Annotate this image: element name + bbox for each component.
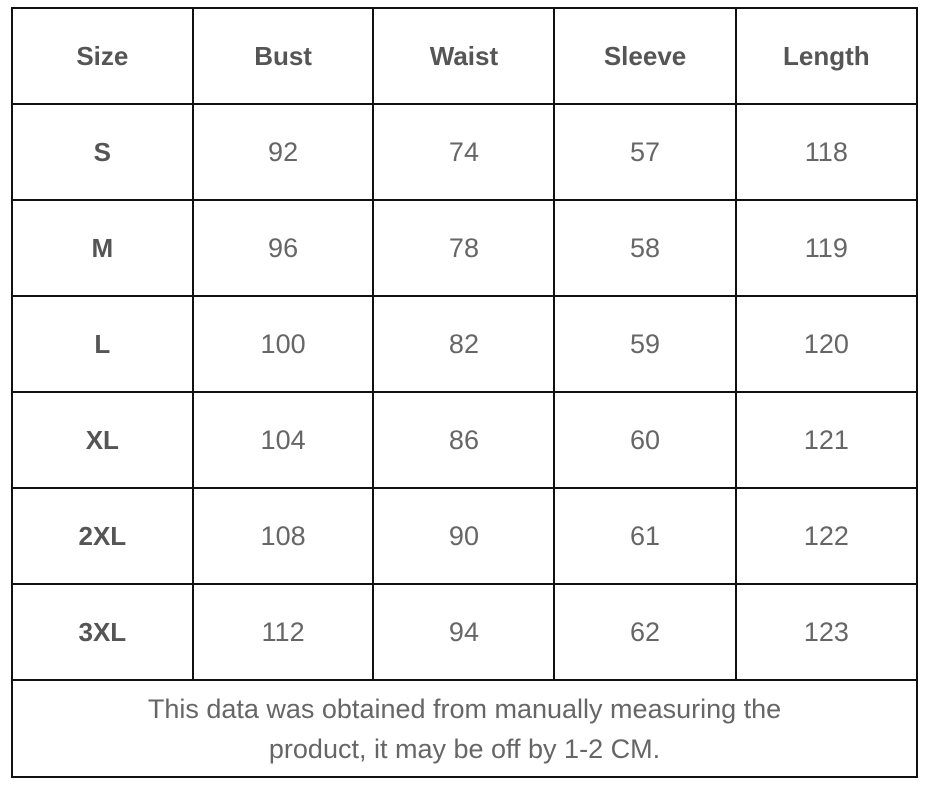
table-row: L 100 82 59 120 xyxy=(11,295,919,393)
cell-bust: 96 xyxy=(191,199,375,297)
cell-sleeve: 59 xyxy=(553,295,737,393)
note-line-1: This data was obtained from manually mea… xyxy=(147,693,782,724)
cell-waist: 78 xyxy=(372,199,556,297)
size-cell: 3XL xyxy=(11,583,194,681)
cell-length: 122 xyxy=(734,487,919,585)
table-row: XL 104 86 60 121 xyxy=(11,391,919,489)
cell-waist: 74 xyxy=(372,103,556,201)
cell-sleeve: 60 xyxy=(553,391,737,489)
cell-sleeve: 62 xyxy=(553,583,737,681)
cell-bust: 104 xyxy=(191,391,375,489)
cell-length: 121 xyxy=(734,391,919,489)
note-line-2: product, it may be off by 1-2 CM. xyxy=(268,733,661,764)
cell-length: 118 xyxy=(734,103,919,201)
cell-bust: 112 xyxy=(191,583,375,681)
column-header-waist: Waist xyxy=(372,7,556,105)
note-row: This data was obtained from manually mea… xyxy=(11,679,918,778)
cell-waist: 94 xyxy=(372,583,556,681)
cell-length: 119 xyxy=(734,199,919,297)
measurement-note: This data was obtained from manually mea… xyxy=(11,679,918,778)
column-header-length: Length xyxy=(734,7,919,105)
cell-length: 123 xyxy=(734,583,919,681)
cell-bust: 100 xyxy=(191,295,375,393)
cell-length: 120 xyxy=(734,295,919,393)
table-row: 3XL 112 94 62 123 xyxy=(11,583,919,681)
table-row: S 92 74 57 118 xyxy=(11,103,919,201)
cell-sleeve: 57 xyxy=(553,103,737,201)
cell-sleeve: 61 xyxy=(553,487,737,585)
size-cell: L xyxy=(11,295,194,393)
size-chart-table: Size Bust Waist Sleeve Length S 92 74 57 118 M 96 7… xyxy=(11,7,919,778)
cell-waist: 82 xyxy=(372,295,556,393)
column-header-size: Size xyxy=(11,7,194,105)
size-cell: S xyxy=(11,103,194,201)
table-row: M 96 78 58 119 xyxy=(11,199,919,297)
cell-bust: 92 xyxy=(191,103,375,201)
cell-waist: 86 xyxy=(372,391,556,489)
size-cell: 2XL xyxy=(11,487,194,585)
size-cell: XL xyxy=(11,391,194,489)
header-row: Size Bust Waist Sleeve Length xyxy=(11,7,919,105)
column-header-bust: Bust xyxy=(191,7,375,105)
column-header-sleeve: Sleeve xyxy=(553,7,737,105)
cell-bust: 108 xyxy=(191,487,375,585)
cell-waist: 90 xyxy=(372,487,556,585)
size-cell: M xyxy=(11,199,194,297)
cell-sleeve: 58 xyxy=(553,199,737,297)
table-row: 2XL 108 90 61 122 xyxy=(11,487,919,585)
